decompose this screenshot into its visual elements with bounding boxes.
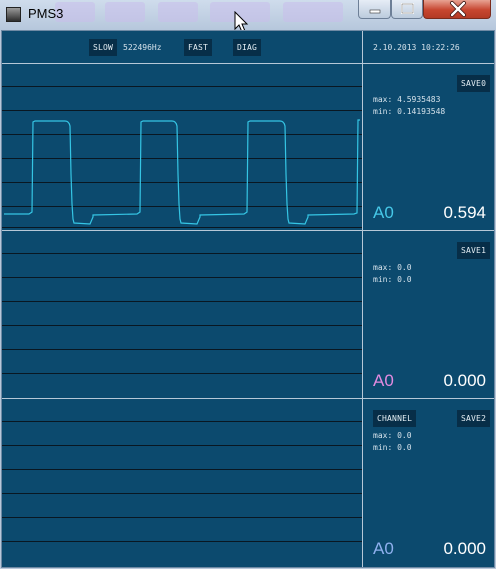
maximize-icon: [401, 3, 414, 14]
close-button[interactable]: [423, 0, 491, 19]
max-readout: max: 4.5935483: [373, 95, 441, 104]
grid-line: [2, 469, 362, 470]
grid-line: [2, 227, 362, 228]
diag-button[interactable]: DIAG: [233, 39, 262, 56]
channel-divider: [2, 398, 494, 399]
channel-label: A0: [373, 539, 394, 558]
fast-button[interactable]: FAST: [184, 39, 213, 56]
channel-label: A0: [373, 203, 394, 222]
channel-divider: [2, 230, 494, 231]
frequency-readout: 522496Hz: [123, 43, 162, 52]
grid-line: [2, 493, 362, 494]
grid-line: [2, 158, 362, 159]
blurred-taskbar-item: [158, 2, 198, 22]
grid-line: [2, 206, 362, 207]
save2-button[interactable]: SAVE2: [457, 410, 491, 427]
save0-button[interactable]: SAVE0: [457, 75, 491, 92]
channel-plot: [2, 64, 362, 230]
grid-line: [2, 517, 362, 518]
grid-line: [2, 325, 362, 326]
max-readout: max: 0.0: [373, 431, 412, 440]
slow-button[interactable]: SLOW: [89, 39, 118, 56]
datetime-readout: 2.10.2013 10:22:26: [373, 43, 460, 52]
channel-value: 0.000: [443, 539, 486, 558]
channel-value: 0.000: [443, 371, 486, 390]
header-divider: [2, 63, 494, 64]
grid-line: [2, 110, 362, 111]
channel-plot: [2, 399, 362, 567]
max-readout: max: 0.0: [373, 263, 412, 272]
blurred-taskbar-item: [283, 2, 343, 22]
grid-line: [2, 349, 362, 350]
blurred-taskbar-item: [210, 2, 270, 22]
minimize-button[interactable]: [358, 0, 391, 19]
close-icon: [450, 1, 466, 17]
grid-line: [2, 277, 362, 278]
channel-value: 0.594: [443, 203, 486, 222]
oscilloscope-panel: SLOW 522496Hz FAST DIAG 2.10.2013 10:22:…: [1, 30, 495, 568]
save1-button[interactable]: SAVE1: [457, 242, 491, 259]
app-icon: [6, 7, 21, 22]
min-readout: min: 0.0: [373, 275, 412, 284]
grid-line: [2, 182, 362, 183]
grid-line: [2, 445, 362, 446]
grid-line: [2, 253, 362, 254]
window-title: PMS3: [28, 6, 64, 21]
title-bar: PMS3: [0, 0, 496, 30]
channel-label: A0: [373, 371, 394, 390]
minimize-icon: [369, 9, 381, 14]
vertical-divider: [362, 31, 363, 567]
maximize-button[interactable]: [391, 0, 423, 19]
grid-line: [2, 86, 362, 87]
grid-line: [2, 301, 362, 302]
min-readout: min: 0.0: [373, 443, 412, 452]
min-readout: min: 0.14193548: [373, 107, 446, 116]
blurred-taskbar-item: [105, 2, 145, 22]
channel-plot: [2, 231, 362, 398]
waveform-trace: [4, 119, 360, 225]
grid-line: [2, 134, 362, 135]
grid-line: [2, 373, 362, 374]
channel-button[interactable]: CHANNEL: [373, 410, 417, 427]
grid-line: [2, 541, 362, 542]
grid-line: [2, 421, 362, 422]
blurred-taskbar-item: [55, 2, 95, 22]
